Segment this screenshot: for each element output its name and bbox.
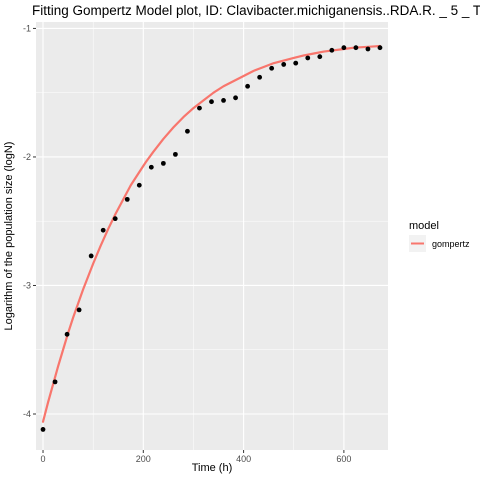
legend-label-gompertz: gompertz	[432, 239, 470, 249]
chart-title: Fitting Gompertz Model plot, ID: Claviba…	[32, 3, 480, 18]
data-point	[64, 331, 70, 337]
y-tick-label: -1	[23, 23, 31, 33]
y-axis-title: Logarithm of the population size (logN)	[3, 142, 15, 331]
data-point	[172, 151, 178, 157]
data-point	[100, 227, 106, 233]
data-point	[341, 45, 347, 51]
axes: 0 200 400 600 -4 -3 -2 -1	[23, 23, 351, 464]
data-point	[148, 164, 154, 170]
data-point	[88, 253, 94, 259]
data-point	[124, 196, 130, 202]
data-points-layer	[40, 45, 383, 432]
legend-title: model	[409, 220, 439, 232]
data-point	[365, 46, 371, 52]
data-point	[233, 95, 238, 101]
x-axis-title: Time (h)	[192, 462, 233, 474]
data-point	[185, 128, 190, 134]
series-line-gompertz	[41, 44, 382, 423]
data-point	[197, 105, 202, 111]
data-point	[76, 307, 82, 313]
data-point	[269, 65, 275, 71]
data-point	[329, 47, 335, 53]
data-point	[377, 45, 383, 51]
data-point	[52, 379, 58, 385]
y-tick-label: -3	[23, 280, 31, 290]
y-tick-label: -4	[23, 409, 31, 419]
x-tick-label: 600	[336, 454, 351, 464]
data-point	[245, 83, 251, 89]
data-point	[112, 216, 118, 222]
data-point	[257, 74, 263, 80]
data-point	[293, 60, 299, 66]
data-point	[221, 98, 226, 103]
data-point	[281, 62, 287, 67]
grid-lines	[36, 22, 388, 450]
x-tick-label: 200	[136, 454, 151, 464]
x-tick-label: 400	[236, 454, 251, 464]
data-point	[160, 160, 166, 166]
model-curve-layer	[41, 44, 382, 423]
x-tick-label: 0	[41, 454, 46, 464]
data-point	[209, 99, 214, 105]
data-point	[305, 55, 311, 61]
data-point	[317, 54, 323, 60]
data-point	[136, 182, 142, 188]
data-point	[353, 45, 359, 51]
data-point	[40, 427, 46, 432]
legend: model gompertz	[409, 220, 470, 252]
plot-panel	[36, 22, 388, 450]
y-tick-label: -2	[23, 152, 31, 162]
